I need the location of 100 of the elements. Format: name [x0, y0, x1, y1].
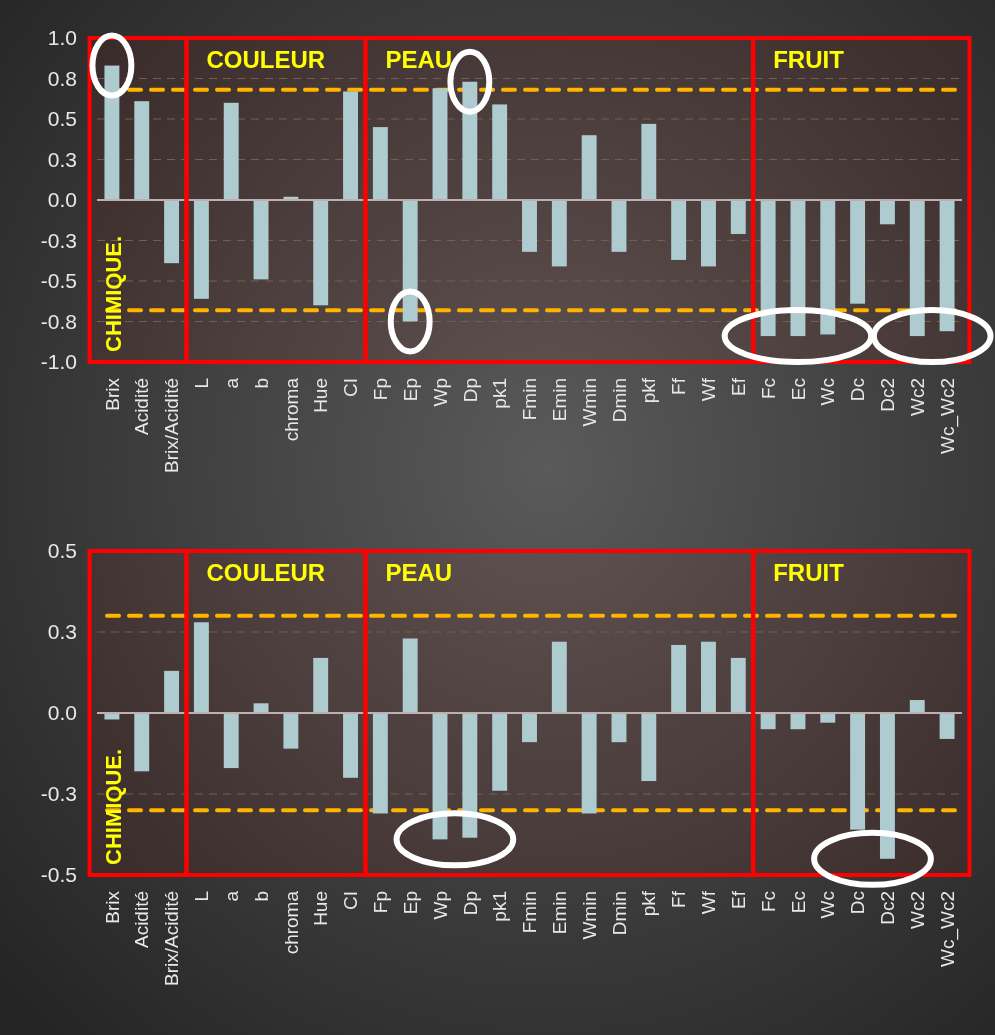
- bar: [522, 200, 537, 252]
- x-tick-label: Wc: [817, 891, 839, 919]
- x-tick-label: Brix: [101, 890, 123, 924]
- x-tick-label: L: [191, 891, 213, 902]
- band-label: FRUIT: [773, 46, 845, 74]
- x-tick-label: Emin: [548, 891, 570, 935]
- bar: [372, 127, 388, 200]
- bar: [402, 638, 418, 713]
- x-tick-label: Ef: [727, 377, 749, 396]
- x-tick-label: CI: [340, 378, 362, 397]
- y-tick-label: 0.5: [47, 107, 77, 131]
- x-tick-label: Fc: [757, 378, 779, 400]
- x-tick-label: Wc_Wc2: [936, 378, 959, 454]
- x-tick-label: chroma: [280, 890, 302, 955]
- bar: [641, 123, 657, 200]
- x-tick-label: Dc: [847, 891, 869, 915]
- y-tick-label: 0.3: [47, 620, 77, 644]
- x-tick-label: Wc: [817, 378, 839, 406]
- bar: [760, 713, 776, 730]
- x-tick-label: b: [250, 891, 272, 902]
- y-tick-label: 1.0: [47, 26, 77, 50]
- bar: [164, 670, 180, 713]
- y-tick-label: -1.0: [40, 350, 77, 374]
- bar: [432, 88, 448, 200]
- bar: [641, 713, 657, 782]
- y-tick-label: -0.8: [40, 309, 77, 333]
- band-label: COULEUR: [206, 46, 326, 74]
- y-tick-label: -0.3: [40, 228, 77, 252]
- y-tick-label: -0.3: [40, 782, 77, 806]
- x-tick-label: Brix/Acidité: [161, 378, 183, 474]
- x-tick-label: Ff: [668, 890, 690, 908]
- bar: [939, 200, 955, 332]
- bar: [313, 200, 329, 306]
- x-tick-label: pk1: [489, 891, 511, 922]
- y-tick-label: 0.8: [47, 66, 77, 90]
- band-label: PEAU: [385, 46, 453, 74]
- bar: [671, 644, 687, 713]
- x-tick-label: Dmin: [608, 378, 630, 423]
- x-tick-label: pkf: [638, 377, 660, 404]
- x-tick-label: Hue: [310, 891, 332, 926]
- bar: [134, 713, 150, 772]
- bar: [253, 200, 269, 280]
- x-tick-label: Wmin: [578, 891, 600, 940]
- y-tick-label: -0.5: [40, 269, 77, 293]
- bar: [492, 713, 508, 791]
- band-label: CHIMIQUE.: [101, 235, 127, 352]
- bar: [223, 713, 239, 769]
- bar: [522, 713, 537, 743]
- x-tick-label: Dc: [847, 378, 869, 402]
- x-tick-label: Wc2: [906, 378, 928, 416]
- bar: [879, 200, 895, 225]
- x-tick-label: Dp: [459, 891, 481, 916]
- bar: [850, 200, 866, 304]
- x-tick-label: Ef: [727, 890, 749, 909]
- x-tick-label: Ec: [787, 378, 809, 401]
- bar: [343, 91, 358, 200]
- bar: [343, 713, 358, 778]
- bar: [820, 200, 836, 335]
- bar: [492, 104, 508, 200]
- x-tick-label: Fc: [757, 891, 779, 913]
- x-tick-label: chroma: [280, 377, 302, 442]
- x-tick-label: a: [220, 890, 242, 902]
- x-tick-label: Hue: [310, 378, 332, 413]
- bar: [939, 713, 955, 739]
- bar: [551, 641, 567, 713]
- x-tick-label: Ec: [787, 891, 809, 914]
- bar: [909, 200, 925, 337]
- x-tick-label: Wf: [698, 890, 720, 915]
- x-tick-label: Dc2: [877, 891, 899, 925]
- x-tick-label: Wp: [429, 891, 451, 920]
- x-tick-label: Dc2: [877, 378, 899, 412]
- x-tick-label: pk1: [489, 378, 511, 409]
- x-tick-label: Wc_Wc2: [936, 891, 959, 967]
- y-tick-label: 0.0: [47, 701, 77, 725]
- x-tick-label: Brix: [101, 377, 123, 411]
- bar: [581, 713, 597, 814]
- bar: [879, 713, 895, 859]
- bar: [462, 713, 478, 838]
- x-tick-label: L: [191, 378, 213, 389]
- bar: [611, 200, 627, 252]
- y-tick-label: 0.0: [47, 188, 77, 212]
- x-tick-label: Fmin: [519, 378, 541, 421]
- x-tick-label: b: [250, 378, 272, 389]
- bar: [790, 200, 806, 337]
- y-tick-label: 0.3: [47, 147, 77, 171]
- bar: [611, 713, 627, 743]
- x-tick-label: CI: [340, 891, 362, 910]
- bar: [193, 200, 209, 299]
- bar: [820, 713, 836, 723]
- x-tick-label: Wc2: [906, 891, 928, 929]
- bar: [372, 713, 388, 814]
- bar: [701, 200, 716, 267]
- x-tick-label: Brix/Acidité: [161, 891, 183, 987]
- band-label: FRUIT: [773, 559, 845, 587]
- bar: [909, 700, 925, 713]
- y-tick-label: -0.5: [40, 863, 77, 887]
- x-tick-label: Emin: [548, 378, 570, 422]
- bar: [790, 713, 806, 730]
- x-tick-label: Ep: [399, 891, 421, 915]
- band-label: COULEUR: [206, 559, 326, 587]
